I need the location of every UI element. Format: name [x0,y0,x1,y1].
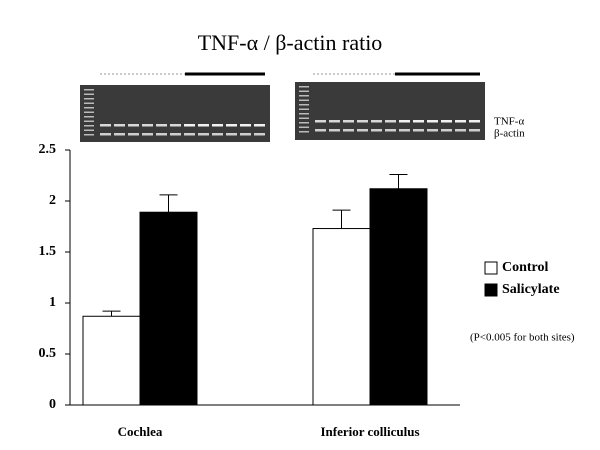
gel-band [357,129,368,132]
gel-band [455,129,466,132]
ladder-band [84,111,94,113]
gel-band [343,129,354,132]
ladder-band [84,129,94,131]
gel-band [343,120,354,123]
legend-swatch [484,261,498,275]
ladder-band [299,108,309,110]
gel-band [128,133,139,136]
gel-band [226,124,237,127]
gel-band [469,120,480,123]
ladder-band [299,86,309,88]
gel-band [170,124,181,127]
gel-band [427,129,438,132]
gel-band [385,120,396,123]
gel-band [240,133,251,136]
gel-band [156,124,167,127]
ladder-band [84,98,94,100]
ladder-band [84,89,94,91]
gel-band [128,124,139,127]
gel-band [413,120,424,123]
gel-band [212,124,223,127]
gel-band [385,129,396,132]
x-tick-label: Inferior colliculus [320,424,419,439]
gel-band [399,120,410,123]
gel-band [142,133,153,136]
y-tick-label: 1 [49,295,56,310]
ladder-band [299,113,309,115]
ladder-band [299,99,309,101]
legend-label: Control [502,260,549,275]
ladder-band [84,116,94,118]
legend-swatch [484,283,498,297]
gel-band [469,129,480,132]
gel-band [100,133,111,136]
ladder-band [299,95,309,97]
gel-band [441,129,452,132]
gel-band [226,133,237,136]
ladder-band [299,126,309,128]
gel-band [357,120,368,123]
y-tick-label: 2 [49,193,56,208]
ladder-band [299,117,309,119]
legend-label: Salicylate [502,282,560,297]
gel-band [371,129,382,132]
gel-label: TNF-α [494,116,524,128]
gel-band [315,120,326,123]
ladder-band [299,90,309,92]
y-tick-label: 0.5 [39,346,57,361]
bar [312,228,371,406]
gel-band [441,120,452,123]
y-tick-label: 0 [49,397,56,412]
gel-band [413,129,424,132]
ladder-band [299,131,309,133]
ladder-band [84,93,94,95]
gel-image [80,85,270,142]
gel-label: β-actin [494,128,525,140]
bar [139,211,198,406]
gel-band [184,124,195,127]
gel-band [427,120,438,123]
gel-band [184,133,195,136]
gel-band [156,133,167,136]
gel-band [100,124,111,127]
gel-band [198,133,209,136]
gel-band [315,129,326,132]
gel-band [254,133,265,136]
bar [369,188,428,406]
ladder-band [299,104,309,106]
ladder-band [84,102,94,104]
gel-band [329,129,340,132]
annotation: (P<0.005 for both sites) [470,332,575,344]
y-tick-label: 1.5 [39,244,57,259]
gel-band [329,120,340,123]
ladder-band [84,125,94,127]
gel-band [371,120,382,123]
ladder-band [84,134,94,136]
gel-band [212,133,223,136]
gel-band [170,133,181,136]
gel-band [198,124,209,127]
y-tick-label: 2.5 [39,142,57,157]
x-tick-label: Cochlea [118,424,163,439]
ladder-band [84,107,94,109]
bar [82,315,141,406]
gel-band [254,124,265,127]
ladder-band [299,122,309,124]
gel-band [114,133,125,136]
gel-band [142,124,153,127]
gel-band [455,120,466,123]
gel-band [240,124,251,127]
gel-band [114,124,125,127]
chart-title: TNF-α / β-actin ratio [198,30,383,55]
gel-band [399,129,410,132]
ladder-band [84,120,94,122]
